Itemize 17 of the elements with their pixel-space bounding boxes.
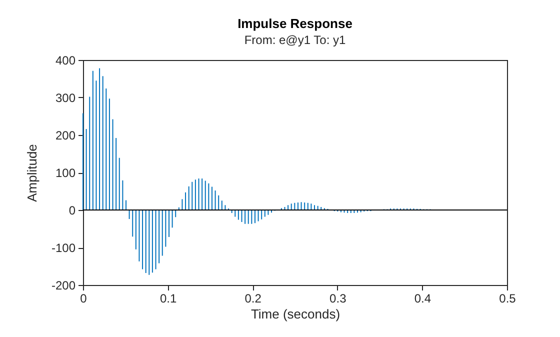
x-tick-label: 0 (80, 292, 88, 306)
chart-subtitle: From: e@y1 To: y1 (244, 33, 346, 47)
x-tick-label: 0.1 (160, 292, 177, 306)
y-tick-label: 300 (55, 91, 76, 105)
y-tick-label: -100 (51, 241, 76, 255)
y-axis-title: Amplitude (24, 144, 40, 202)
y-tick-label: 400 (55, 54, 76, 68)
x-tick-label: 0.2 (244, 292, 262, 306)
y-tick-label: 100 (55, 166, 76, 180)
chart-title: Impulse Response (238, 16, 352, 31)
y-tick-label: 0 (68, 204, 76, 218)
x-axis-title: Time (seconds) (250, 306, 340, 322)
y-tick-label: 200 (55, 128, 76, 142)
x-tick-label: 0.3 (330, 292, 347, 306)
x-tick-label: 0.4 (414, 292, 432, 306)
y-tick-label: -200 (51, 278, 76, 292)
x-tick-label: 0.5 (499, 292, 516, 306)
